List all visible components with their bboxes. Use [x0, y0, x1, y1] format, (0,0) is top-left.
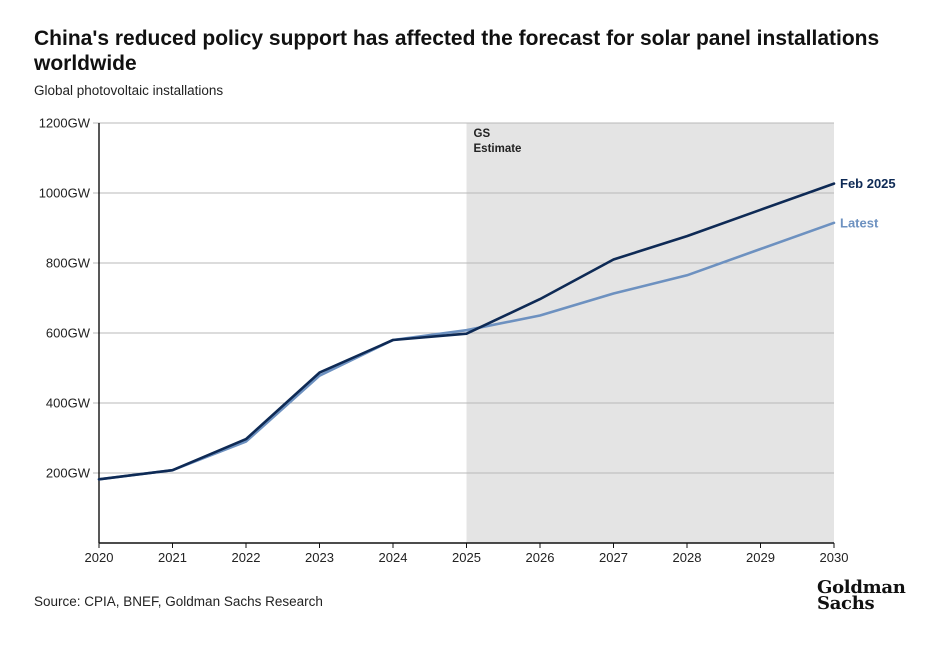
chart-subtitle: Global photovoltaic installations [34, 83, 224, 98]
logo-line-2: Sachs [817, 593, 875, 614]
estimate-label-line-2: Estimate [474, 143, 522, 155]
x-tick-label: 2024 [379, 550, 408, 565]
logo-line-1: Goldman [817, 577, 906, 598]
axes [98, 123, 835, 548]
source-note: Source: CPIA, BNEF, Goldman Sachs Resear… [34, 594, 323, 609]
x-tick-label: 2025 [452, 550, 481, 565]
series-line-latest [97, 221, 836, 481]
x-tick-label: 2029 [746, 550, 775, 565]
y-tick-label: 200GW [46, 466, 91, 481]
gridlines [93, 122, 834, 474]
y-tick-label: 1000GW [39, 186, 91, 201]
chart-title: China's reduced policy support has affec… [34, 27, 880, 75]
y-tick-label: 600GW [46, 326, 91, 341]
series-label-latest: Latest [840, 215, 879, 230]
x-tick-label: 2022 [232, 550, 261, 565]
y-tick-label: 800GW [46, 256, 91, 271]
x-tick-label: 2028 [673, 550, 702, 565]
series-line-feb-2025 [97, 182, 836, 481]
x-tick-label: 2026 [526, 550, 555, 565]
estimate-label-line-1: GS [474, 128, 491, 140]
goldman-sachs-logo: Goldman Sachs [817, 577, 906, 614]
labels: GS Estimate 200GW 400GW 600GW 800GW 1000GW 1200… [39, 116, 896, 566]
x-tick-label: 2021 [158, 550, 187, 565]
x-tick-label: 2023 [305, 550, 334, 565]
series-label-feb-2025: Feb 2025 [840, 176, 896, 191]
x-tick-label: 2020 [85, 550, 114, 565]
x-tick-label: 2027 [599, 550, 628, 565]
y-tick-label: 1200GW [39, 116, 91, 131]
x-tick-label: 2030 [820, 550, 849, 565]
y-tick-label: 400GW [46, 396, 91, 411]
series-lines [97, 182, 836, 481]
